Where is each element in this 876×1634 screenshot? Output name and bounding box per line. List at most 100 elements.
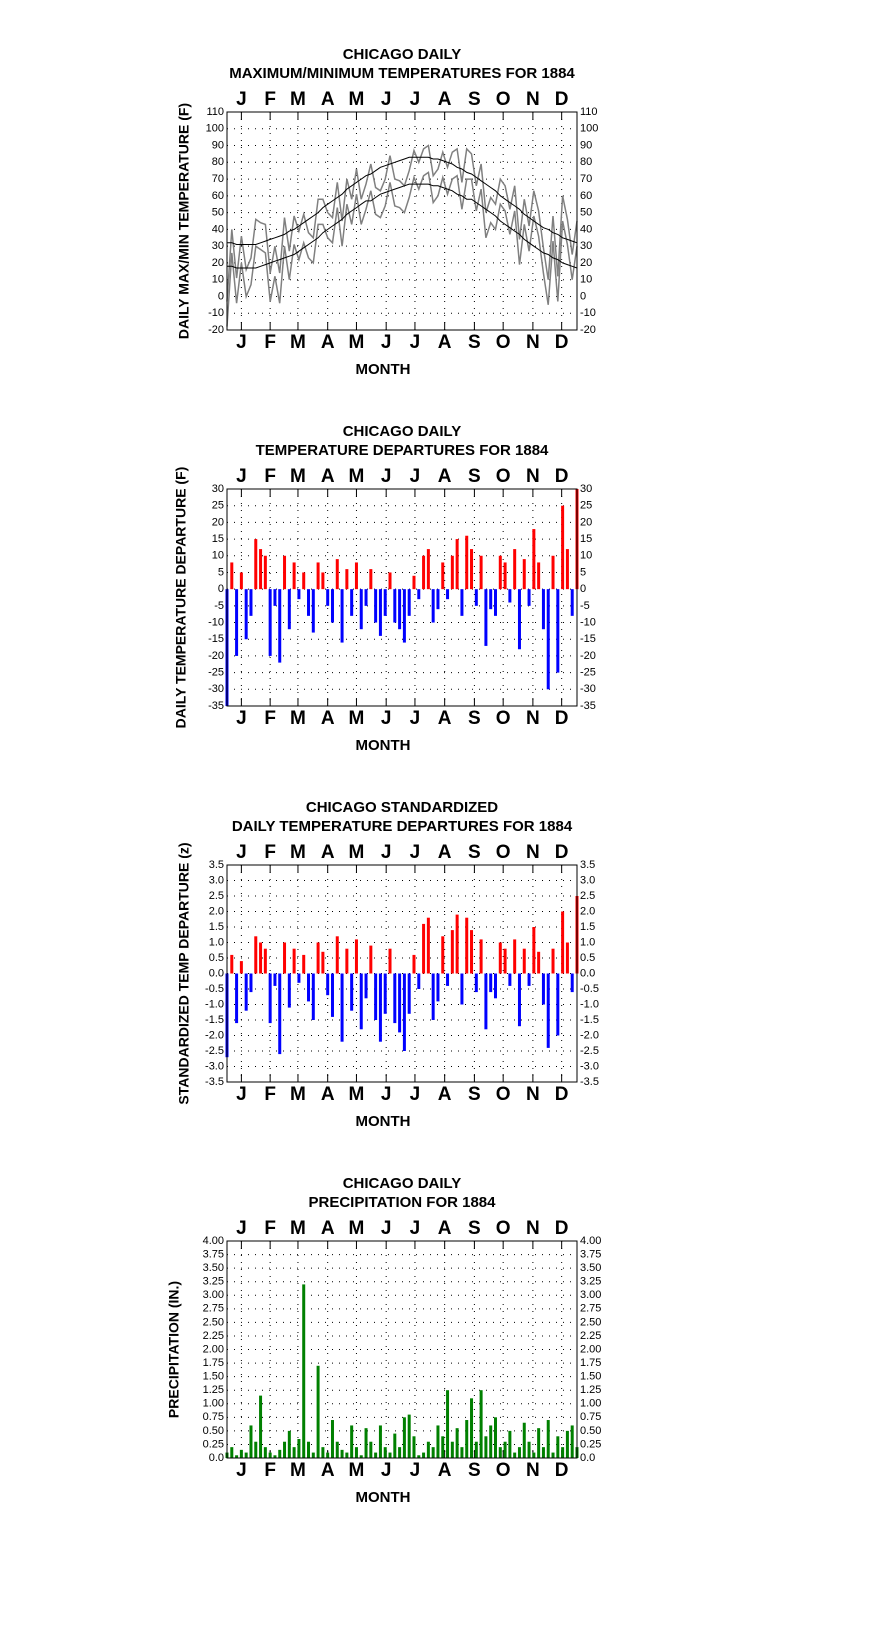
- bar: [465, 1420, 469, 1458]
- bar: [302, 1284, 306, 1458]
- month-label-bottom: A: [438, 1460, 452, 1481]
- bar: [441, 936, 445, 974]
- y-tick-label: 1.25: [203, 1384, 224, 1396]
- bar: [431, 589, 435, 623]
- bar: [378, 973, 382, 1042]
- bar: [561, 505, 565, 590]
- bar: [283, 1441, 287, 1458]
- month-label-top: J: [410, 1218, 421, 1239]
- month-label-bottom: A: [321, 1084, 335, 1105]
- month-label-bottom: N: [526, 1084, 540, 1105]
- y-tick-label: 90: [212, 139, 224, 151]
- bar: [235, 1455, 239, 1458]
- bar: [354, 562, 358, 590]
- month-label-top: S: [468, 1218, 481, 1239]
- bar: [388, 572, 392, 590]
- bar: [263, 555, 267, 590]
- y-tick-label: -30: [208, 683, 224, 695]
- bar: [316, 942, 320, 974]
- bar: [359, 973, 363, 1030]
- y-tick-label: 10: [212, 550, 224, 562]
- bar: [388, 1452, 392, 1458]
- month-label-bottom: M: [290, 332, 306, 353]
- bar: [484, 589, 488, 646]
- month-label-bottom: J: [381, 1460, 392, 1481]
- bar: [412, 575, 416, 590]
- bar: [426, 917, 430, 974]
- bar: [335, 559, 339, 590]
- bar: [441, 1436, 445, 1458]
- bar: [345, 1452, 349, 1458]
- bar: [556, 973, 560, 1036]
- bar: [570, 589, 574, 616]
- month-label-bottom: J: [236, 708, 247, 729]
- bar: [307, 973, 311, 1002]
- y-tick-label-right: -3.0: [580, 1060, 599, 1072]
- bar: [407, 589, 411, 616]
- bar: [551, 948, 555, 974]
- series-line: [226, 171, 578, 327]
- y-tick-label: -3.5: [205, 1076, 224, 1088]
- y-tick-label-right: 1.0: [580, 936, 595, 948]
- bar: [489, 1425, 493, 1458]
- bar: [556, 589, 560, 673]
- month-label-bottom: S: [468, 708, 481, 729]
- bar: [498, 942, 502, 974]
- y-tick-label-right: 0.75: [580, 1411, 601, 1423]
- y-tick-label-right: 80: [580, 156, 592, 168]
- chart-title: CHICAGO STANDARDIZED: [306, 799, 498, 816]
- bar: [259, 1395, 263, 1458]
- y-tick-label-right: -10: [580, 307, 596, 319]
- bar: [493, 1417, 497, 1458]
- y-tick-label: -10: [208, 616, 224, 628]
- bar: [474, 589, 478, 606]
- bar: [254, 936, 258, 974]
- bar: [522, 559, 526, 590]
- y-tick-label: -35: [208, 700, 224, 712]
- bar: [537, 951, 541, 974]
- bar: [383, 589, 387, 616]
- bar: [297, 589, 301, 600]
- chart-title: CHICAGO DAILY: [343, 1175, 462, 1192]
- y-tick-label: -2.5: [205, 1045, 224, 1057]
- bar: [378, 1425, 382, 1458]
- bar: [350, 589, 354, 616]
- y-tick-label-right: 2.75: [580, 1303, 601, 1315]
- month-label-top: O: [496, 89, 511, 110]
- bar: [359, 1455, 363, 1458]
- bar: [302, 572, 306, 590]
- bar: [417, 1455, 421, 1458]
- y-tick-label-right: 2.00: [580, 1343, 601, 1355]
- bar: [455, 1428, 459, 1458]
- bar: [503, 562, 507, 590]
- bar: [369, 569, 373, 590]
- bar: [426, 1441, 430, 1458]
- bar: [354, 1447, 358, 1458]
- y-tick-label-right: -25: [580, 667, 596, 679]
- y-tick-label: -0.5: [205, 983, 224, 995]
- month-label-top: J: [381, 842, 392, 863]
- bar: [436, 589, 440, 610]
- y-tick-label: 0: [218, 290, 224, 302]
- month-label-top: M: [349, 89, 365, 110]
- month-label-top: O: [496, 1218, 511, 1239]
- bar: [330, 1420, 334, 1458]
- y-tick-label-right: 1.25: [580, 1384, 601, 1396]
- y-tick-label: 0.25: [203, 1438, 224, 1450]
- y-tick-label: 2.0: [209, 905, 224, 917]
- y-tick-label: 50: [212, 207, 224, 219]
- bar: [297, 1439, 301, 1458]
- bar: [278, 1449, 282, 1458]
- bar: [311, 589, 315, 633]
- y-axis-label: STANDARDIZED TEMP DEPARTURE (z): [176, 842, 192, 1104]
- y-tick-label-right: -1.0: [580, 998, 599, 1010]
- y-tick-label: 3.75: [203, 1248, 224, 1260]
- y-tick-label: 2.00: [203, 1343, 224, 1355]
- bar: [268, 589, 272, 656]
- bar: [402, 973, 406, 1051]
- y-tick-label-right: 30: [580, 240, 592, 252]
- bar: [489, 589, 493, 610]
- bar: [493, 589, 497, 616]
- y-tick-label: 60: [212, 190, 224, 202]
- bar: [374, 973, 378, 1020]
